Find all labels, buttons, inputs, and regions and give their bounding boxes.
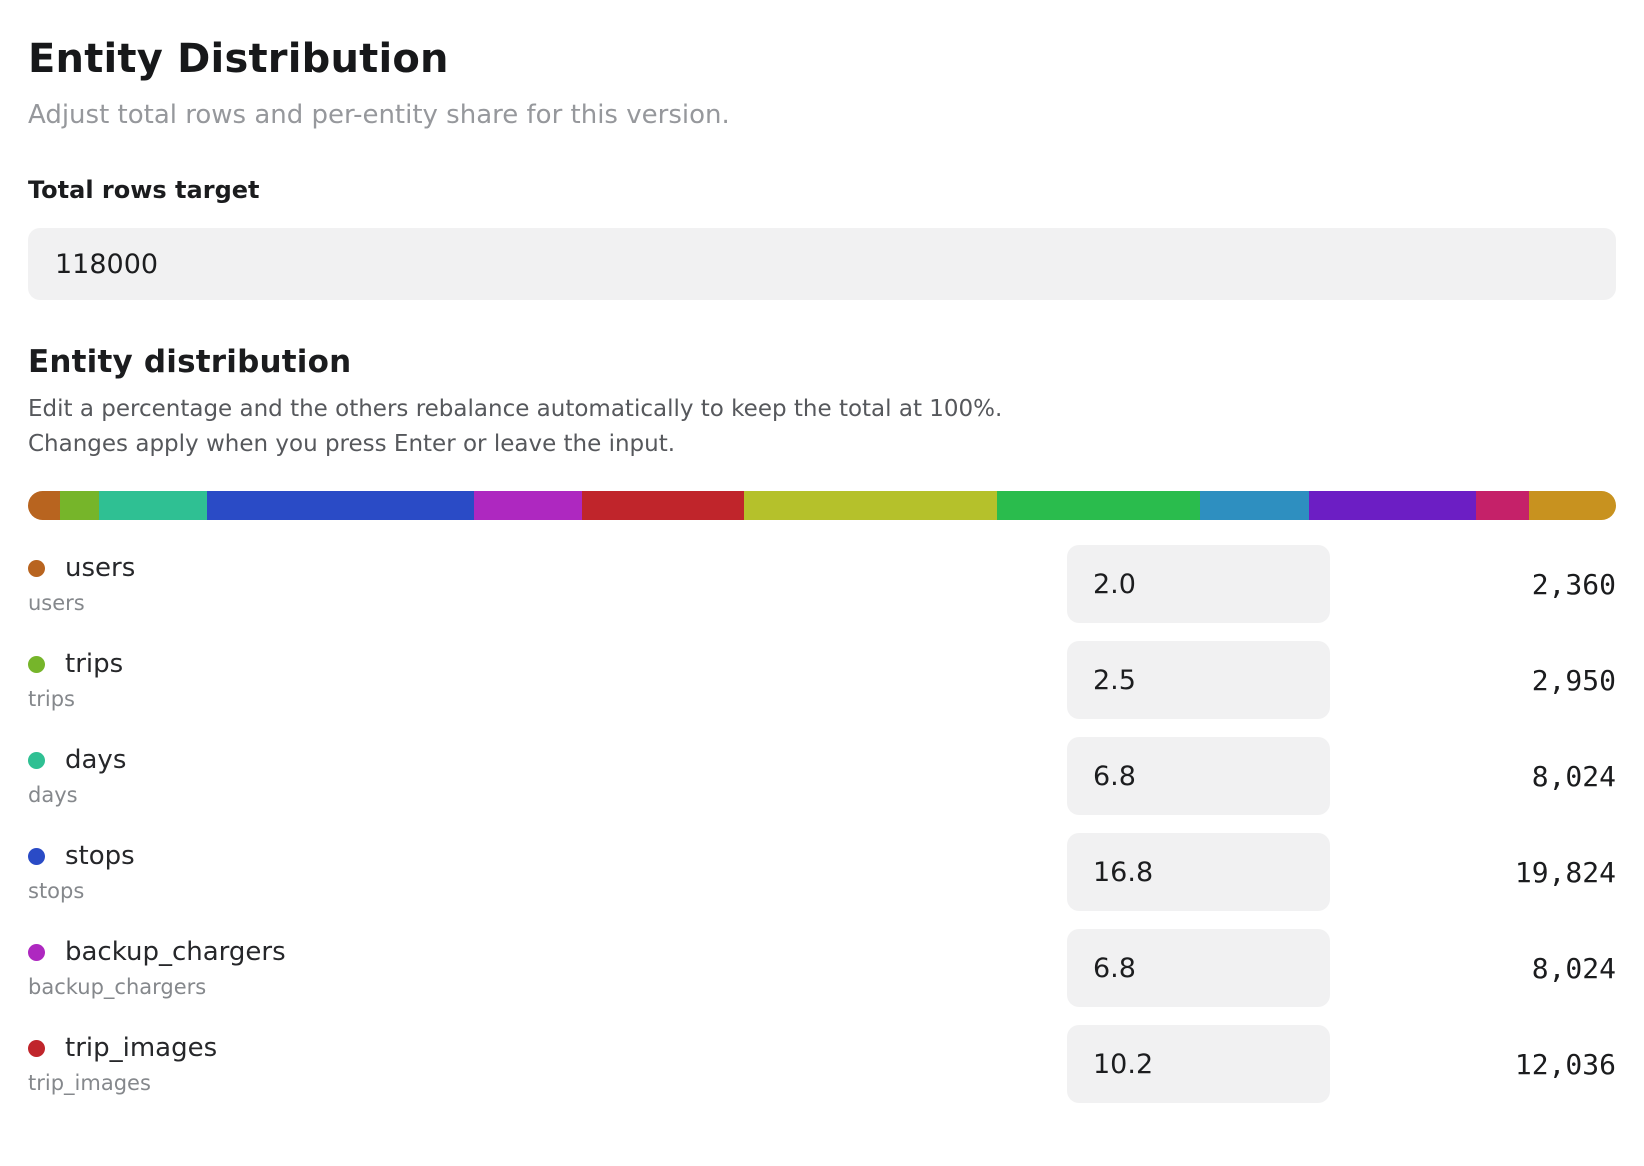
page-subtitle: Adjust total rows and per-entity share f… <box>28 100 730 130</box>
entity-name: backup_chargers <box>65 937 286 967</box>
entity-percent-cell <box>1067 1025 1330 1103</box>
entity-row: users users 2,360 <box>28 536 1616 632</box>
entity-name: users <box>65 553 136 583</box>
entity-sublabel: backup_chargers <box>28 975 207 999</box>
entity-color-dot-icon <box>28 751 45 769</box>
entity-percent-input[interactable] <box>1067 929 1330 1007</box>
entity-color-dot-icon <box>28 847 45 865</box>
entity-sublabel: trip_images <box>28 1071 151 1095</box>
entity-title-line: trip_images <box>28 1033 1067 1063</box>
entity-label-group: trip_images trip_images <box>28 1033 1067 1095</box>
entity-title-line: days <box>28 745 1067 775</box>
entity-rows: users users 2,360 trips trips 2,950 days <box>28 536 1616 1112</box>
helper-line-2: Changes apply when you press Enter or le… <box>28 431 676 457</box>
entity-percent-input[interactable] <box>1067 737 1330 815</box>
entity-name: trips <box>65 649 124 679</box>
entity-sublabel: users <box>28 591 85 615</box>
entity-distribution-heading: Entity distribution <box>28 344 352 380</box>
entity-row: stops stops 19,824 <box>28 824 1616 920</box>
entity-label-group: trips trips <box>28 649 1067 711</box>
bar-segment-days <box>99 491 208 520</box>
entity-sublabel: trips <box>28 687 75 711</box>
entity-row-count: 2,950 <box>1531 663 1616 697</box>
entity-name: trip_images <box>65 1033 218 1063</box>
total-rows-label: Total rows target <box>28 176 260 204</box>
entity-color-dot-icon <box>28 655 45 673</box>
entity-row: backup_chargers backup_chargers 8,024 <box>28 920 1616 1016</box>
entity-label-group: backup_chargers backup_chargers <box>28 937 1067 999</box>
bar-segment-trips <box>59 491 100 520</box>
page-title: Entity Distribution <box>28 36 449 82</box>
bar-segment-trip_images <box>582 491 745 520</box>
bar-segment-backup_chargers <box>474 491 583 520</box>
entity-row-count: 2,360 <box>1531 567 1616 601</box>
entity-row-count: 8,024 <box>1531 759 1616 793</box>
entity-percent-cell <box>1067 641 1330 719</box>
entity-color-dot-icon <box>28 559 45 577</box>
bar-segment-users <box>28 491 60 520</box>
entity-title-line: users <box>28 553 1067 583</box>
entity-percent-cell <box>1067 737 1330 815</box>
entity-percent-cell <box>1067 833 1330 911</box>
entity-sublabel: days <box>28 783 78 807</box>
entity-percent-input[interactable] <box>1067 545 1330 623</box>
bar-segment-segment-9 <box>1199 491 1310 520</box>
entity-color-dot-icon <box>28 1039 45 1057</box>
entity-row-count: 8,024 <box>1531 951 1616 985</box>
entity-label-group: days days <box>28 745 1067 807</box>
entity-name: stops <box>65 841 135 871</box>
entity-distribution-helper: Edit a percentage and the others rebalan… <box>28 392 1616 462</box>
entity-row: trips trips 2,950 <box>28 632 1616 728</box>
entity-color-dot-icon <box>28 943 45 961</box>
entity-title-line: backup_chargers <box>28 937 1067 967</box>
distribution-bar <box>28 491 1616 520</box>
bar-segment-stops <box>207 491 475 520</box>
helper-line-1: Edit a percentage and the others rebalan… <box>28 396 1003 422</box>
entity-percent-cell <box>1067 929 1330 1007</box>
entity-percent-cell <box>1067 545 1330 623</box>
entity-label-group: users users <box>28 553 1067 615</box>
bar-segment-segment-7 <box>744 491 997 520</box>
entity-name: days <box>65 745 127 775</box>
entity-row: trip_images trip_images 12,036 <box>28 1016 1616 1112</box>
entity-row: days days 8,024 <box>28 728 1616 824</box>
total-rows-input[interactable] <box>28 228 1616 300</box>
bar-segment-segment-12 <box>1528 491 1616 520</box>
entity-title-line: stops <box>28 841 1067 871</box>
entity-percent-input[interactable] <box>1067 1025 1330 1103</box>
entity-percent-input[interactable] <box>1067 641 1330 719</box>
bar-segment-segment-8 <box>996 491 1200 520</box>
entity-title-line: trips <box>28 649 1067 679</box>
bar-segment-segment-11 <box>1476 491 1529 520</box>
entity-sublabel: stops <box>28 879 85 903</box>
bar-segment-segment-10 <box>1309 491 1477 520</box>
entity-row-count: 12,036 <box>1514 1047 1616 1081</box>
entity-label-group: stops stops <box>28 841 1067 903</box>
entity-row-count: 19,824 <box>1514 855 1616 889</box>
entity-percent-input[interactable] <box>1067 833 1330 911</box>
